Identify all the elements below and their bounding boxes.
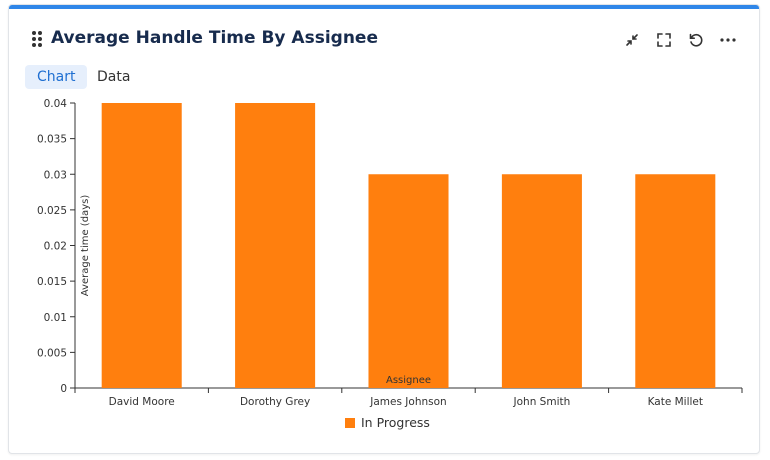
bar[interactable] [101, 103, 182, 388]
legend-label: In Progress [361, 415, 430, 430]
x-tick-label: John Smith [513, 396, 571, 408]
widget-title: Average Handle Time By Assignee [51, 28, 378, 48]
refresh-icon[interactable] [686, 30, 706, 50]
y-tick-label: 0.03 [44, 169, 67, 181]
widget-header: Average Handle Time By Assignee [9, 27, 759, 55]
y-tick-label: 0.035 [37, 134, 67, 146]
x-tick-label: Kate Millet [648, 396, 703, 408]
y-tick-label: 0.04 [44, 98, 68, 110]
x-tick-label: Dorothy Grey [240, 396, 310, 408]
drag-handle-icon[interactable] [32, 31, 44, 49]
tab-chart[interactable]: Chart [25, 65, 88, 89]
y-tick-label: 0.015 [37, 276, 67, 288]
bar[interactable] [501, 174, 582, 388]
widget-accent-bar [9, 5, 759, 9]
x-axis-title: Assignee [386, 375, 431, 386]
x-tick-label: David Moore [109, 396, 175, 408]
collapse-icon[interactable] [622, 30, 642, 50]
tab-data[interactable]: Data [97, 69, 131, 85]
more-icon[interactable] [718, 30, 738, 50]
bar[interactable] [235, 103, 316, 388]
bar[interactable] [368, 174, 449, 388]
x-tick-label: James Johnson [369, 396, 446, 408]
y-axis-title: Average time (days) [80, 195, 91, 297]
fullscreen-icon[interactable] [654, 30, 674, 50]
legend-swatch[interactable] [345, 418, 355, 428]
y-tick-label: 0.005 [37, 347, 67, 359]
y-tick-label: 0.02 [44, 241, 67, 253]
bar[interactable] [635, 174, 716, 388]
y-tick-label: 0.01 [44, 312, 67, 324]
y-tick-label: 0 [60, 383, 67, 395]
y-tick-label: 0.025 [37, 205, 67, 217]
